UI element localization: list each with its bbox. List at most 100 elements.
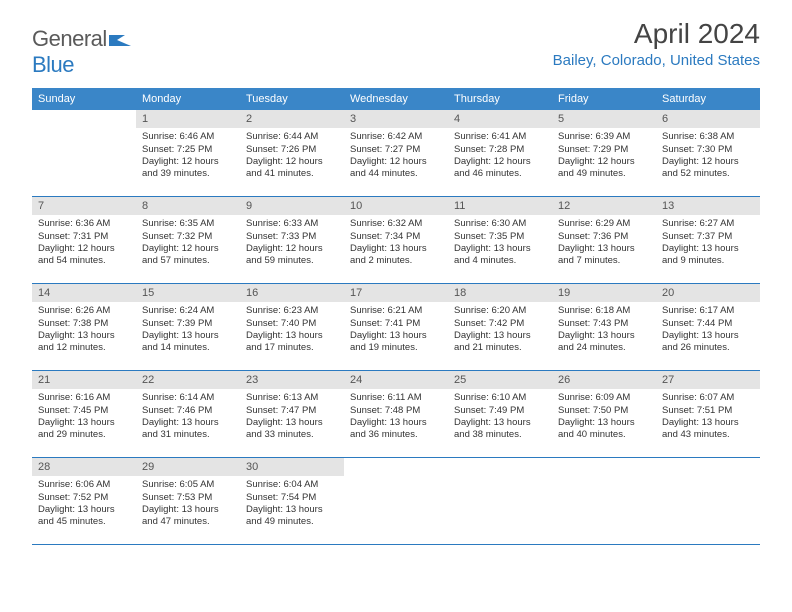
daylight-line-1: Daylight: 13 hours xyxy=(454,243,546,255)
daylight-line-2: and 7 minutes. xyxy=(558,255,650,267)
calendar-day-cell: 18Sunrise: 6:20 AMSunset: 7:42 PMDayligh… xyxy=(448,284,552,370)
sunset-line: Sunset: 7:41 PM xyxy=(350,318,442,330)
calendar-day-cell: 27Sunrise: 6:07 AMSunset: 7:51 PMDayligh… xyxy=(656,371,760,457)
day-details: Sunrise: 6:46 AMSunset: 7:25 PMDaylight:… xyxy=(136,128,240,186)
daylight-line-1: Daylight: 13 hours xyxy=(558,243,650,255)
day-details: Sunrise: 6:32 AMSunset: 7:34 PMDaylight:… xyxy=(344,215,448,273)
day-details: Sunrise: 6:11 AMSunset: 7:48 PMDaylight:… xyxy=(344,389,448,447)
sunrise-line: Sunrise: 6:05 AM xyxy=(142,479,234,491)
day-number: 19 xyxy=(552,284,656,302)
day-number: 4 xyxy=(448,110,552,128)
day-number: 27 xyxy=(656,371,760,389)
day-details: Sunrise: 6:14 AMSunset: 7:46 PMDaylight:… xyxy=(136,389,240,447)
sunrise-line: Sunrise: 6:30 AM xyxy=(454,218,546,230)
sunrise-line: Sunrise: 6:11 AM xyxy=(350,392,442,404)
daylight-line-2: and 46 minutes. xyxy=(454,168,546,180)
sunset-line: Sunset: 7:42 PM xyxy=(454,318,546,330)
daylight-line-1: Daylight: 13 hours xyxy=(454,330,546,342)
daylight-line-2: and 40 minutes. xyxy=(558,429,650,441)
day-number: 16 xyxy=(240,284,344,302)
weekday-header-cell: Wednesday xyxy=(344,88,448,110)
daylight-line-1: Daylight: 13 hours xyxy=(558,417,650,429)
daylight-line-1: Daylight: 12 hours xyxy=(142,156,234,168)
calendar-page: GeneralBlue April 2024 Bailey, Colorado,… xyxy=(0,0,792,565)
calendar-day-cell: 13Sunrise: 6:27 AMSunset: 7:37 PMDayligh… xyxy=(656,197,760,283)
sunset-line: Sunset: 7:45 PM xyxy=(38,405,130,417)
daylight-line-1: Daylight: 13 hours xyxy=(38,330,130,342)
sunset-line: Sunset: 7:43 PM xyxy=(558,318,650,330)
logo-word-2: Blue xyxy=(32,52,74,77)
sunrise-line: Sunrise: 6:06 AM xyxy=(38,479,130,491)
calendar-day-cell: 7Sunrise: 6:36 AMSunset: 7:31 PMDaylight… xyxy=(32,197,136,283)
calendar-day-cell: 12Sunrise: 6:29 AMSunset: 7:36 PMDayligh… xyxy=(552,197,656,283)
day-number: 17 xyxy=(344,284,448,302)
sunset-line: Sunset: 7:47 PM xyxy=(246,405,338,417)
logo-text: GeneralBlue xyxy=(32,26,131,78)
day-details: Sunrise: 6:23 AMSunset: 7:40 PMDaylight:… xyxy=(240,302,344,360)
calendar-grid: SundayMondayTuesdayWednesdayThursdayFrid… xyxy=(32,88,760,545)
sunset-line: Sunset: 7:29 PM xyxy=(558,144,650,156)
day-number: 5 xyxy=(552,110,656,128)
daylight-line-1: Daylight: 13 hours xyxy=(142,330,234,342)
daylight-line-2: and 41 minutes. xyxy=(246,168,338,180)
daylight-line-2: and 12 minutes. xyxy=(38,342,130,354)
daylight-line-2: and 49 minutes. xyxy=(558,168,650,180)
day-details: Sunrise: 6:13 AMSunset: 7:47 PMDaylight:… xyxy=(240,389,344,447)
weekday-header-cell: Monday xyxy=(136,88,240,110)
calendar-week-row: 21Sunrise: 6:16 AMSunset: 7:45 PMDayligh… xyxy=(32,371,760,458)
calendar-empty-cell: . xyxy=(448,458,552,544)
sunset-line: Sunset: 7:38 PM xyxy=(38,318,130,330)
day-details: Sunrise: 6:04 AMSunset: 7:54 PMDaylight:… xyxy=(240,476,344,534)
sunrise-line: Sunrise: 6:46 AM xyxy=(142,131,234,143)
sunrise-line: Sunrise: 6:33 AM xyxy=(246,218,338,230)
calendar-day-cell: 1Sunrise: 6:46 AMSunset: 7:25 PMDaylight… xyxy=(136,110,240,196)
calendar-day-cell: 11Sunrise: 6:30 AMSunset: 7:35 PMDayligh… xyxy=(448,197,552,283)
day-details: Sunrise: 6:30 AMSunset: 7:35 PMDaylight:… xyxy=(448,215,552,273)
daylight-line-2: and 59 minutes. xyxy=(246,255,338,267)
daylight-line-1: Daylight: 12 hours xyxy=(558,156,650,168)
sunrise-line: Sunrise: 6:27 AM xyxy=(662,218,754,230)
day-details: Sunrise: 6:33 AMSunset: 7:33 PMDaylight:… xyxy=(240,215,344,273)
calendar-day-cell: 17Sunrise: 6:21 AMSunset: 7:41 PMDayligh… xyxy=(344,284,448,370)
day-details: Sunrise: 6:26 AMSunset: 7:38 PMDaylight:… xyxy=(32,302,136,360)
calendar-day-cell: 29Sunrise: 6:05 AMSunset: 7:53 PMDayligh… xyxy=(136,458,240,544)
calendar-weekday-header: SundayMondayTuesdayWednesdayThursdayFrid… xyxy=(32,88,760,110)
day-details: Sunrise: 6:38 AMSunset: 7:30 PMDaylight:… xyxy=(656,128,760,186)
daylight-line-1: Daylight: 12 hours xyxy=(142,243,234,255)
daylight-line-1: Daylight: 13 hours xyxy=(246,330,338,342)
logo-word-1: General xyxy=(32,26,107,51)
sunset-line: Sunset: 7:32 PM xyxy=(142,231,234,243)
calendar-day-cell: 14Sunrise: 6:26 AMSunset: 7:38 PMDayligh… xyxy=(32,284,136,370)
day-number: 24 xyxy=(344,371,448,389)
sunset-line: Sunset: 7:48 PM xyxy=(350,405,442,417)
sunrise-line: Sunrise: 6:44 AM xyxy=(246,131,338,143)
calendar-day-cell: 30Sunrise: 6:04 AMSunset: 7:54 PMDayligh… xyxy=(240,458,344,544)
sunset-line: Sunset: 7:31 PM xyxy=(38,231,130,243)
sunrise-line: Sunrise: 6:41 AM xyxy=(454,131,546,143)
sunrise-line: Sunrise: 6:39 AM xyxy=(558,131,650,143)
sunset-line: Sunset: 7:35 PM xyxy=(454,231,546,243)
daylight-line-2: and 47 minutes. xyxy=(142,516,234,528)
sunrise-line: Sunrise: 6:09 AM xyxy=(558,392,650,404)
day-details: Sunrise: 6:39 AMSunset: 7:29 PMDaylight:… xyxy=(552,128,656,186)
calendar-day-cell: 22Sunrise: 6:14 AMSunset: 7:46 PMDayligh… xyxy=(136,371,240,457)
calendar-day-cell: 20Sunrise: 6:17 AMSunset: 7:44 PMDayligh… xyxy=(656,284,760,370)
day-number: 25 xyxy=(448,371,552,389)
sunrise-line: Sunrise: 6:35 AM xyxy=(142,218,234,230)
daylight-line-2: and 43 minutes. xyxy=(662,429,754,441)
weekday-header-cell: Tuesday xyxy=(240,88,344,110)
day-details: Sunrise: 6:16 AMSunset: 7:45 PMDaylight:… xyxy=(32,389,136,447)
calendar-day-cell: 23Sunrise: 6:13 AMSunset: 7:47 PMDayligh… xyxy=(240,371,344,457)
daylight-line-1: Daylight: 12 hours xyxy=(454,156,546,168)
calendar-day-cell: 28Sunrise: 6:06 AMSunset: 7:52 PMDayligh… xyxy=(32,458,136,544)
sunset-line: Sunset: 7:37 PM xyxy=(662,231,754,243)
sunrise-line: Sunrise: 6:38 AM xyxy=(662,131,754,143)
daylight-line-2: and 29 minutes. xyxy=(38,429,130,441)
day-number: 13 xyxy=(656,197,760,215)
daylight-line-2: and 49 minutes. xyxy=(246,516,338,528)
calendar-day-cell: 8Sunrise: 6:35 AMSunset: 7:32 PMDaylight… xyxy=(136,197,240,283)
calendar-day-cell: 16Sunrise: 6:23 AMSunset: 7:40 PMDayligh… xyxy=(240,284,344,370)
daylight-line-1: Daylight: 13 hours xyxy=(350,417,442,429)
page-header: GeneralBlue April 2024 Bailey, Colorado,… xyxy=(32,18,760,78)
day-details: Sunrise: 6:36 AMSunset: 7:31 PMDaylight:… xyxy=(32,215,136,273)
